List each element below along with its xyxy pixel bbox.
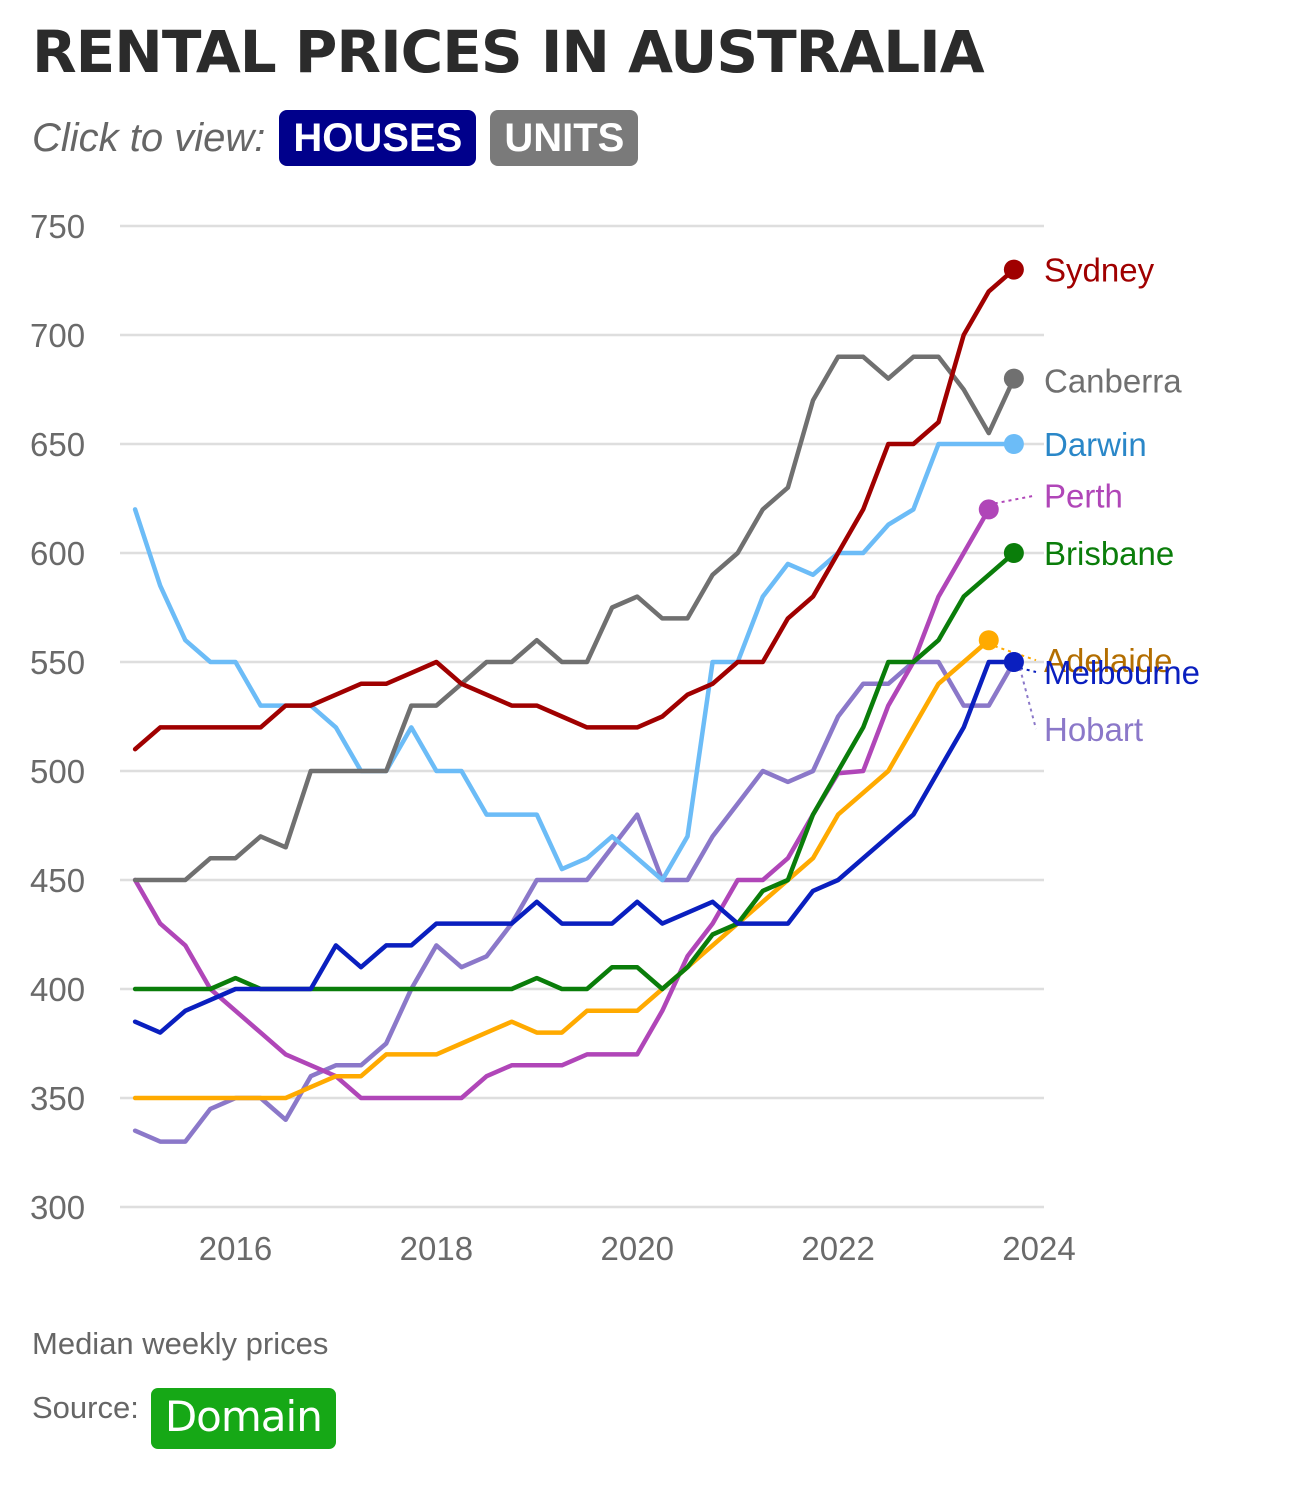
- x-tick-label: 2020: [601, 1230, 674, 1267]
- chart-title: RENTAL PRICES IN AUSTRALIA: [32, 18, 985, 86]
- source-row: Source: Domain: [32, 1388, 336, 1449]
- series-label-melbourne: Melbourne: [1044, 654, 1200, 691]
- x-tick-label: 2018: [400, 1230, 473, 1267]
- series-label-hobart: Hobart: [1044, 711, 1143, 748]
- series-line-adelaide: [132, 637, 992, 1101]
- endpoint-dot-sydney: [1003, 259, 1024, 280]
- series-line-melbourne: [132, 659, 1017, 1035]
- label-connector-melbourne: [1019, 667, 1037, 673]
- y-tick-label: 450: [30, 862, 85, 899]
- source-label: Source:: [32, 1390, 139, 1425]
- endpoint-dot-canberra: [1003, 368, 1024, 389]
- y-tick-label: 550: [30, 644, 85, 681]
- view-label: Click to view:: [32, 115, 266, 160]
- endpoint-dot-adelaide: [978, 630, 999, 651]
- y-tick-label: 600: [30, 535, 85, 572]
- endpoint-dot-perth: [978, 499, 999, 520]
- endpoint-dot-brisbane: [1003, 543, 1024, 563]
- endpoint-dot-darwin: [1003, 434, 1024, 454]
- series-label-perth: Perth: [1044, 477, 1123, 514]
- y-tick-label: 700: [30, 317, 85, 354]
- y-tick-label: 500: [30, 753, 85, 790]
- y-tick-label: 400: [30, 971, 85, 1008]
- x-tick-label: 2022: [801, 1230, 874, 1267]
- line-chart: 300 350 400 450 500 550 600 650 700 750 2016 2018 2…: [30, 208, 1200, 1267]
- label-connector-perth: [994, 494, 1037, 505]
- series-line-darwin: [132, 441, 1017, 883]
- chart-note: Median weekly prices: [32, 1326, 329, 1361]
- y-tick-label: 750: [30, 208, 85, 245]
- endpoint-dot-melbourne: [1003, 652, 1024, 672]
- view-toggle-row: Click to view: HOUSES UNITS: [32, 108, 652, 168]
- units-toggle-button[interactable]: UNITS: [490, 110, 639, 166]
- label-connector-hobart: [1018, 667, 1037, 730]
- y-tick-label: 650: [30, 426, 85, 463]
- series-line-canberra: [132, 354, 1017, 883]
- series-label-sydney: Sydney: [1044, 252, 1155, 289]
- y-tick-label: 350: [30, 1080, 85, 1117]
- houses-toggle-button[interactable]: HOUSES: [279, 110, 477, 166]
- domain-logo[interactable]: Domain: [150, 1388, 336, 1449]
- series-line-hobart: [132, 659, 1017, 1144]
- x-tick-label: 2016: [199, 1230, 272, 1267]
- y-tick-label: 300: [30, 1189, 85, 1226]
- x-tick-label: 2024: [1002, 1230, 1075, 1267]
- series-label-brisbane: Brisbane: [1044, 535, 1174, 572]
- series-label-canberra: Canberra: [1044, 363, 1182, 400]
- series-label-darwin: Darwin: [1044, 426, 1147, 463]
- series-line-perth: [132, 507, 992, 1101]
- series-line-sydney: [132, 267, 1017, 752]
- series-label-adelaide: Adelaide: [1044, 642, 1172, 679]
